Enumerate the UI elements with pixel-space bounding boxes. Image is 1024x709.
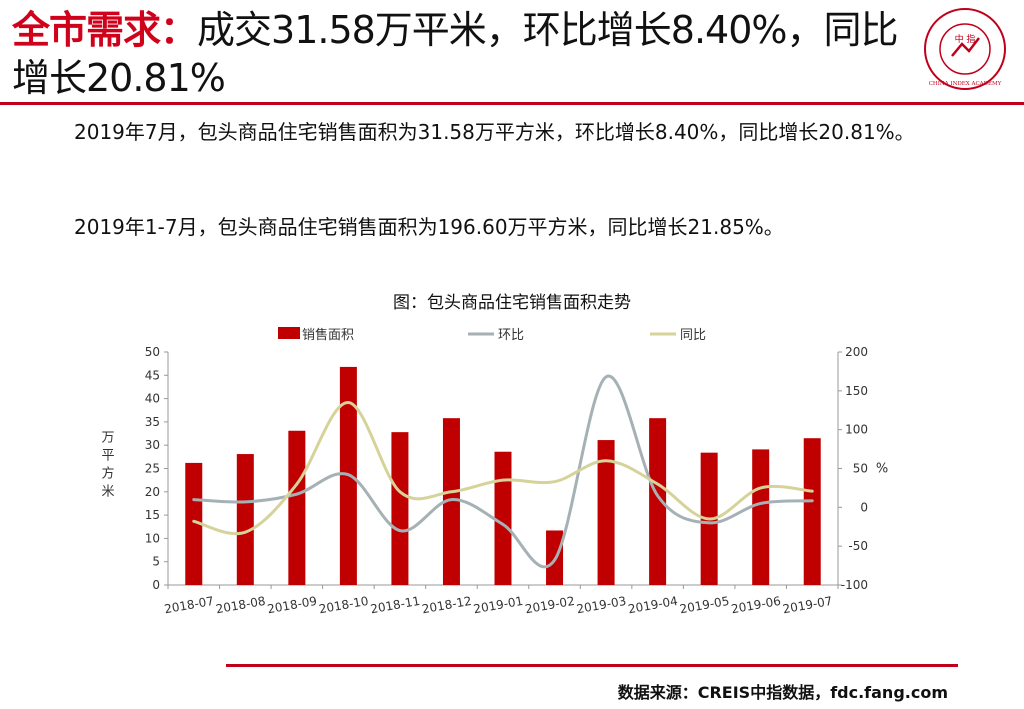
left-tick-label: 25 [145, 462, 160, 476]
left-axis-label: 万平方米 [101, 431, 114, 500]
paragraph-1: 2019年7月，包头商品住宅销售面积为31.58万平方米，环比增长8.40%，同… [74, 120, 915, 144]
right-tick-label: -100 [841, 578, 868, 592]
left-tick-label: 0 [152, 578, 160, 592]
left-tick-label: 5 [152, 555, 160, 569]
left-tick-label: 30 [145, 438, 160, 452]
bar-sales-area [752, 449, 770, 585]
china-index-academy-logo: 中 指 CHINA INDEX ACADEMY [924, 8, 1006, 90]
legend-label: 环比 [498, 328, 524, 343]
left-tick-label: 35 [145, 415, 160, 429]
left-tick-label: 20 [145, 485, 160, 499]
bar-sales-area [288, 430, 306, 585]
footer-divider [226, 664, 958, 667]
data-source: 数据来源：CREIS中指数据，fdc.fang.com [617, 683, 948, 702]
right-tick-label: 0 [860, 500, 868, 514]
x-tick-label: 2019-07 [782, 594, 834, 616]
logo-ring-text: CHINA INDEX ACADEMY [929, 81, 1002, 87]
bar-sales-area [442, 418, 460, 585]
bar-sales-area [494, 451, 512, 585]
right-tick-label: 50 [853, 462, 868, 476]
bar-sales-area [803, 438, 821, 585]
page-title: 全市需求：成交31.58万平米，环比增长8.40%，同比增长20.81% [12, 6, 912, 102]
line-yoy [192, 400, 814, 536]
x-tick-label: 2018-12 [421, 594, 473, 616]
paragraph-2: 2019年1-7月，包头商品住宅销售面积为196.60万平方米，同比增长21.8… [74, 215, 784, 239]
x-tick-label: 2018-08 [215, 594, 267, 616]
x-tick-label: 2019-01 [472, 594, 524, 616]
x-tick-label: 2018-07 [163, 594, 215, 616]
left-tick-label: 50 [145, 345, 160, 359]
bar-sales-area [236, 454, 254, 585]
x-tick-label: 2019-05 [679, 594, 731, 616]
x-tick-label: 2019-06 [730, 594, 782, 616]
logo-center-text: 中 指 [955, 33, 976, 45]
legend-label: 同比 [680, 328, 706, 343]
bar-sales-area [391, 432, 409, 585]
x-tick-label: 2019-02 [524, 594, 576, 616]
bar-sales-area [649, 418, 667, 585]
bar-sales-area [185, 462, 203, 585]
x-tick-label: 2018-09 [266, 594, 318, 616]
legend-swatch-sales [278, 327, 300, 339]
title-highlight: 全市需求： [12, 8, 198, 52]
left-tick-label: 40 [145, 392, 160, 406]
left-tick-label: 10 [145, 531, 160, 545]
x-tick-label: 2019-03 [575, 594, 627, 616]
right-tick-label: 150 [845, 384, 868, 398]
sales-area-chart: 0 5 10 15 20 25 30 35 40 45 50 -100 -50 0 50 100 150 200 万… [101, 327, 888, 616]
line-mom [192, 374, 814, 569]
bar-sales-area [597, 440, 615, 585]
right-tick-label: 200 [845, 345, 868, 359]
x-tick-label: 2018-11 [369, 594, 421, 616]
right-tick-label: -50 [848, 539, 868, 553]
right-axis-label: % [876, 462, 888, 477]
legend-label: 销售面积 [302, 327, 354, 343]
left-tick-label: 15 [145, 508, 160, 522]
right-tick-label: 100 [845, 423, 868, 437]
left-tick-label: 45 [145, 368, 160, 382]
title-rest: 成交31.58万平米，环比增长8.40%，同比增长20.81% [12, 8, 899, 100]
header-divider [0, 102, 1024, 105]
x-tick-label: 2019-04 [627, 594, 679, 616]
x-tick-label: 2018-10 [318, 594, 370, 616]
chart-caption: 图：包头商品住宅销售面积走势 [393, 293, 631, 313]
